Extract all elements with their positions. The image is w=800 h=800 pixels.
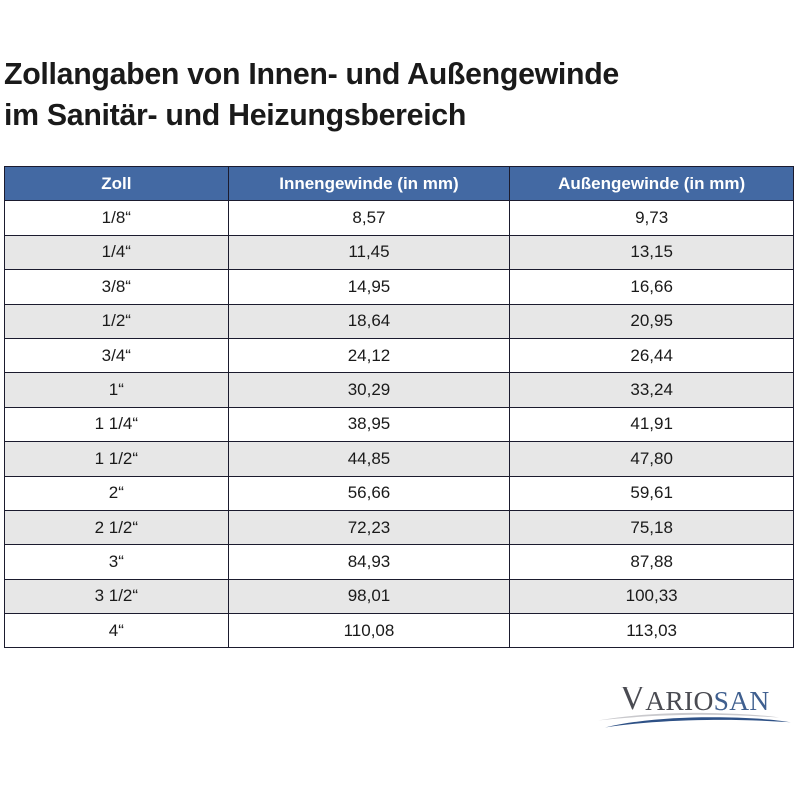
svg-text:VARIOSAN: VARIOSAN	[620, 687, 770, 717]
